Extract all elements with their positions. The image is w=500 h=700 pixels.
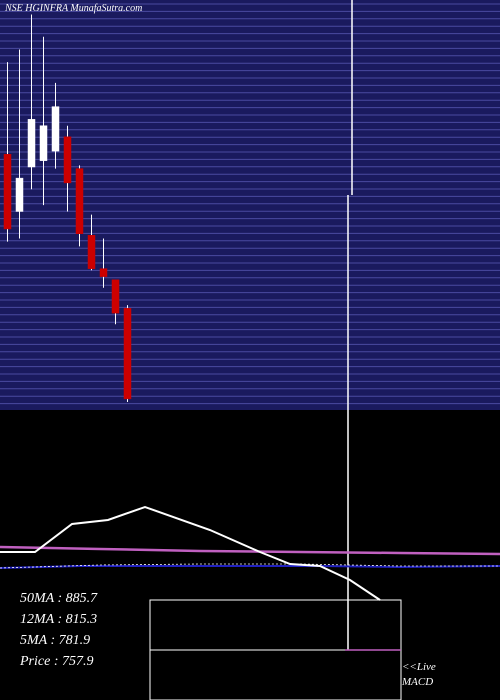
moving-average-lines (0, 505, 500, 601)
price-grid-panel (0, 0, 500, 410)
ma-line-purple (0, 545, 500, 556)
live-link[interactable]: <<Live (402, 661, 436, 673)
ma-line-white (0, 505, 381, 601)
candle-up (51, 106, 60, 152)
macd-panel (149, 599, 402, 700)
candle-up (39, 125, 48, 161)
candlestick-series (3, 14, 132, 403)
candle-down (99, 268, 108, 277)
price-value: Price : 757.9 (20, 654, 94, 669)
stats-panel: 50MA : 885.7 12MA : 815.3 5MA : 781.9 Pr… (20, 588, 97, 672)
candle-up (27, 119, 36, 168)
candle-down (87, 235, 96, 269)
candle-down (123, 308, 132, 400)
macd-live-label: <<Live MACD (402, 660, 436, 690)
chart-title: NSE HGINFRA MunafaSutra.com (5, 3, 143, 14)
ma-line-dotted (0, 563, 500, 569)
candle-up (15, 177, 24, 212)
ma50-value: 50MA : 885.7 (20, 591, 98, 606)
macd-caption: MACD (402, 676, 434, 688)
ma12-value: 12MA : 815.3 (20, 612, 98, 627)
candle-down (63, 136, 72, 184)
ma5-value: 5MA : 781.9 (20, 633, 91, 648)
candle-down (75, 168, 84, 234)
candle-down (111, 279, 120, 314)
candle-down (3, 154, 12, 230)
grid-fill (0, 0, 500, 410)
